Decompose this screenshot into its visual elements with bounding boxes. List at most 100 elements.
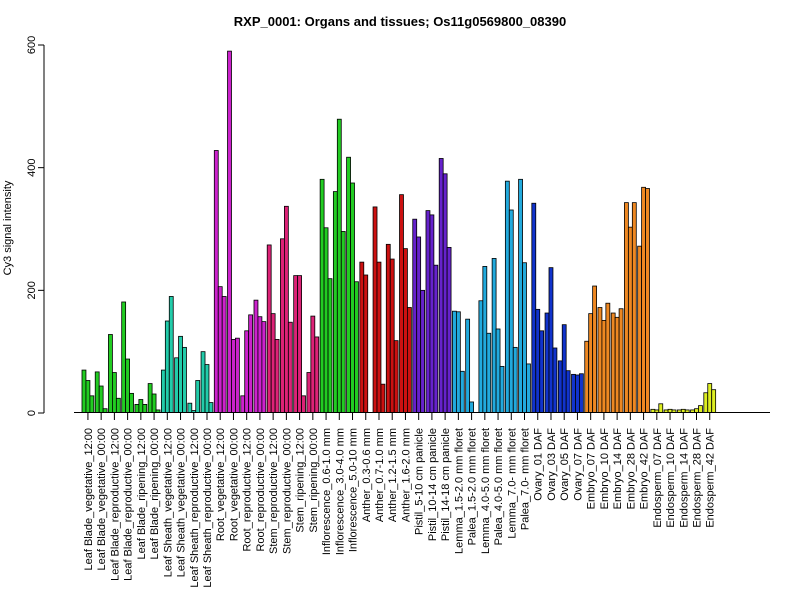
bar xyxy=(522,262,527,413)
bar xyxy=(244,330,250,413)
bar xyxy=(332,191,338,413)
bar xyxy=(592,285,597,413)
bar xyxy=(336,118,342,413)
bar xyxy=(698,405,703,413)
bar xyxy=(129,392,134,413)
x-tick-label: Leaf Blade_reproductive_12:00 xyxy=(109,428,121,581)
x-tick-label: Pistil_10-14 cm panicle xyxy=(427,428,439,541)
bar xyxy=(227,50,232,413)
x-tick-label: Inflorescence_5.0-10 mm xyxy=(348,428,360,552)
bar xyxy=(399,194,404,413)
x-tick-label: Embryo_10 DAF xyxy=(599,428,611,510)
bar xyxy=(565,370,571,413)
bar xyxy=(491,258,497,413)
bar xyxy=(98,385,104,413)
x-tick-label: Stem_reproductive_00:00 xyxy=(281,428,293,554)
bar xyxy=(102,408,108,413)
x-tick-label: Endosperm_07 DAF xyxy=(652,428,664,528)
bar xyxy=(614,316,620,413)
bar xyxy=(459,370,465,413)
bar xyxy=(314,336,320,413)
bar xyxy=(306,372,312,413)
bar xyxy=(363,274,369,413)
x-tick-label: Lemma_1.5-2.0 mm floret xyxy=(453,428,465,554)
x-tick-label: Leaf Blade_ripening_12:00 xyxy=(136,428,148,560)
bar xyxy=(376,261,382,413)
bar xyxy=(711,389,717,413)
x-tick-label: Palea_7.0- mm floret xyxy=(520,428,532,530)
bar xyxy=(115,397,121,413)
bar xyxy=(240,395,246,413)
bar xyxy=(147,383,153,413)
bar xyxy=(372,206,378,413)
bar xyxy=(350,182,355,413)
bar xyxy=(359,261,365,413)
bar xyxy=(231,338,236,413)
bar xyxy=(416,236,422,413)
x-tick-label: Palea_4.0-5.0 mm floret xyxy=(493,428,505,545)
bar xyxy=(94,371,100,413)
x-tick-label: Root_vegetative_12:00 xyxy=(215,428,227,541)
x-tick-label: Root_reproductive_12:00 xyxy=(242,428,254,552)
bar xyxy=(438,158,444,413)
bar xyxy=(552,347,558,413)
bar xyxy=(168,296,174,413)
bar xyxy=(442,173,448,413)
bar xyxy=(535,308,541,413)
x-tick-label: Stem_ripening_00:00 xyxy=(308,428,320,533)
bar xyxy=(340,231,346,413)
x-tick-label: Ovary_03 DAF xyxy=(546,428,558,501)
bar xyxy=(469,401,474,413)
x-tick-label: Embryo_42 DAF xyxy=(639,428,651,510)
bar xyxy=(310,315,316,413)
bar xyxy=(280,238,285,413)
x-tick-label: Inflorescence_0.6-1.0 mm xyxy=(321,428,333,555)
x-tick-label: Pistil_5-10 cm panicle xyxy=(414,428,426,535)
bar xyxy=(425,210,431,413)
bar xyxy=(121,301,127,413)
y-tick-label: 400 xyxy=(26,158,38,176)
bar xyxy=(429,214,435,413)
bar xyxy=(274,338,280,413)
x-tick-label: Anther_0.7-1.0 mm xyxy=(374,428,386,522)
bar xyxy=(134,404,140,413)
bar xyxy=(266,244,272,413)
bar xyxy=(627,226,633,413)
y-axis-label: Cy3 signal intensity xyxy=(2,180,14,275)
x-tick-label: Pistil_14-18 cm panicle xyxy=(440,428,452,541)
bar xyxy=(283,205,289,413)
bar xyxy=(601,319,607,413)
x-tick-label: Lemma_4.0-5.0 mm floret xyxy=(480,428,492,554)
bar xyxy=(389,258,395,413)
bar xyxy=(539,330,545,413)
bar xyxy=(253,299,259,413)
bar xyxy=(495,328,501,413)
bar xyxy=(624,202,629,413)
x-tick-label: Leaf Blade_reproductive_00:00 xyxy=(123,428,135,581)
x-tick-label: Stem_reproductive_12:00 xyxy=(268,428,280,554)
bar xyxy=(164,320,170,413)
x-tick-label: Ovary_05 DAF xyxy=(559,428,571,501)
bar xyxy=(694,408,699,413)
x-tick-label: Endosperm_42 DAF xyxy=(705,428,717,528)
bar xyxy=(174,357,179,413)
x-tick-label: Anther_0.3-0.6 mm xyxy=(361,428,373,522)
bar xyxy=(125,358,130,413)
bar xyxy=(703,392,709,413)
bar xyxy=(393,340,399,413)
x-tick-label: Embryo_07 DAF xyxy=(586,428,598,510)
x-tick-label: Root_vegetative_00:00 xyxy=(228,428,240,541)
y-tick-label: 200 xyxy=(26,281,38,299)
x-tick-label: Embryo_28 DAF xyxy=(625,428,637,510)
bar xyxy=(323,227,329,413)
bar xyxy=(478,300,484,413)
bar xyxy=(257,316,263,413)
bar xyxy=(221,296,227,413)
bar xyxy=(354,281,359,413)
x-tick-label: Inflorescence_3.0-4.0 mm xyxy=(334,428,346,555)
bar xyxy=(433,264,439,413)
chart-title: RXP_0001: Organs and tissues; Os11g05698… xyxy=(234,14,566,29)
bar xyxy=(658,403,664,413)
bar xyxy=(160,369,166,413)
bar xyxy=(270,313,276,413)
